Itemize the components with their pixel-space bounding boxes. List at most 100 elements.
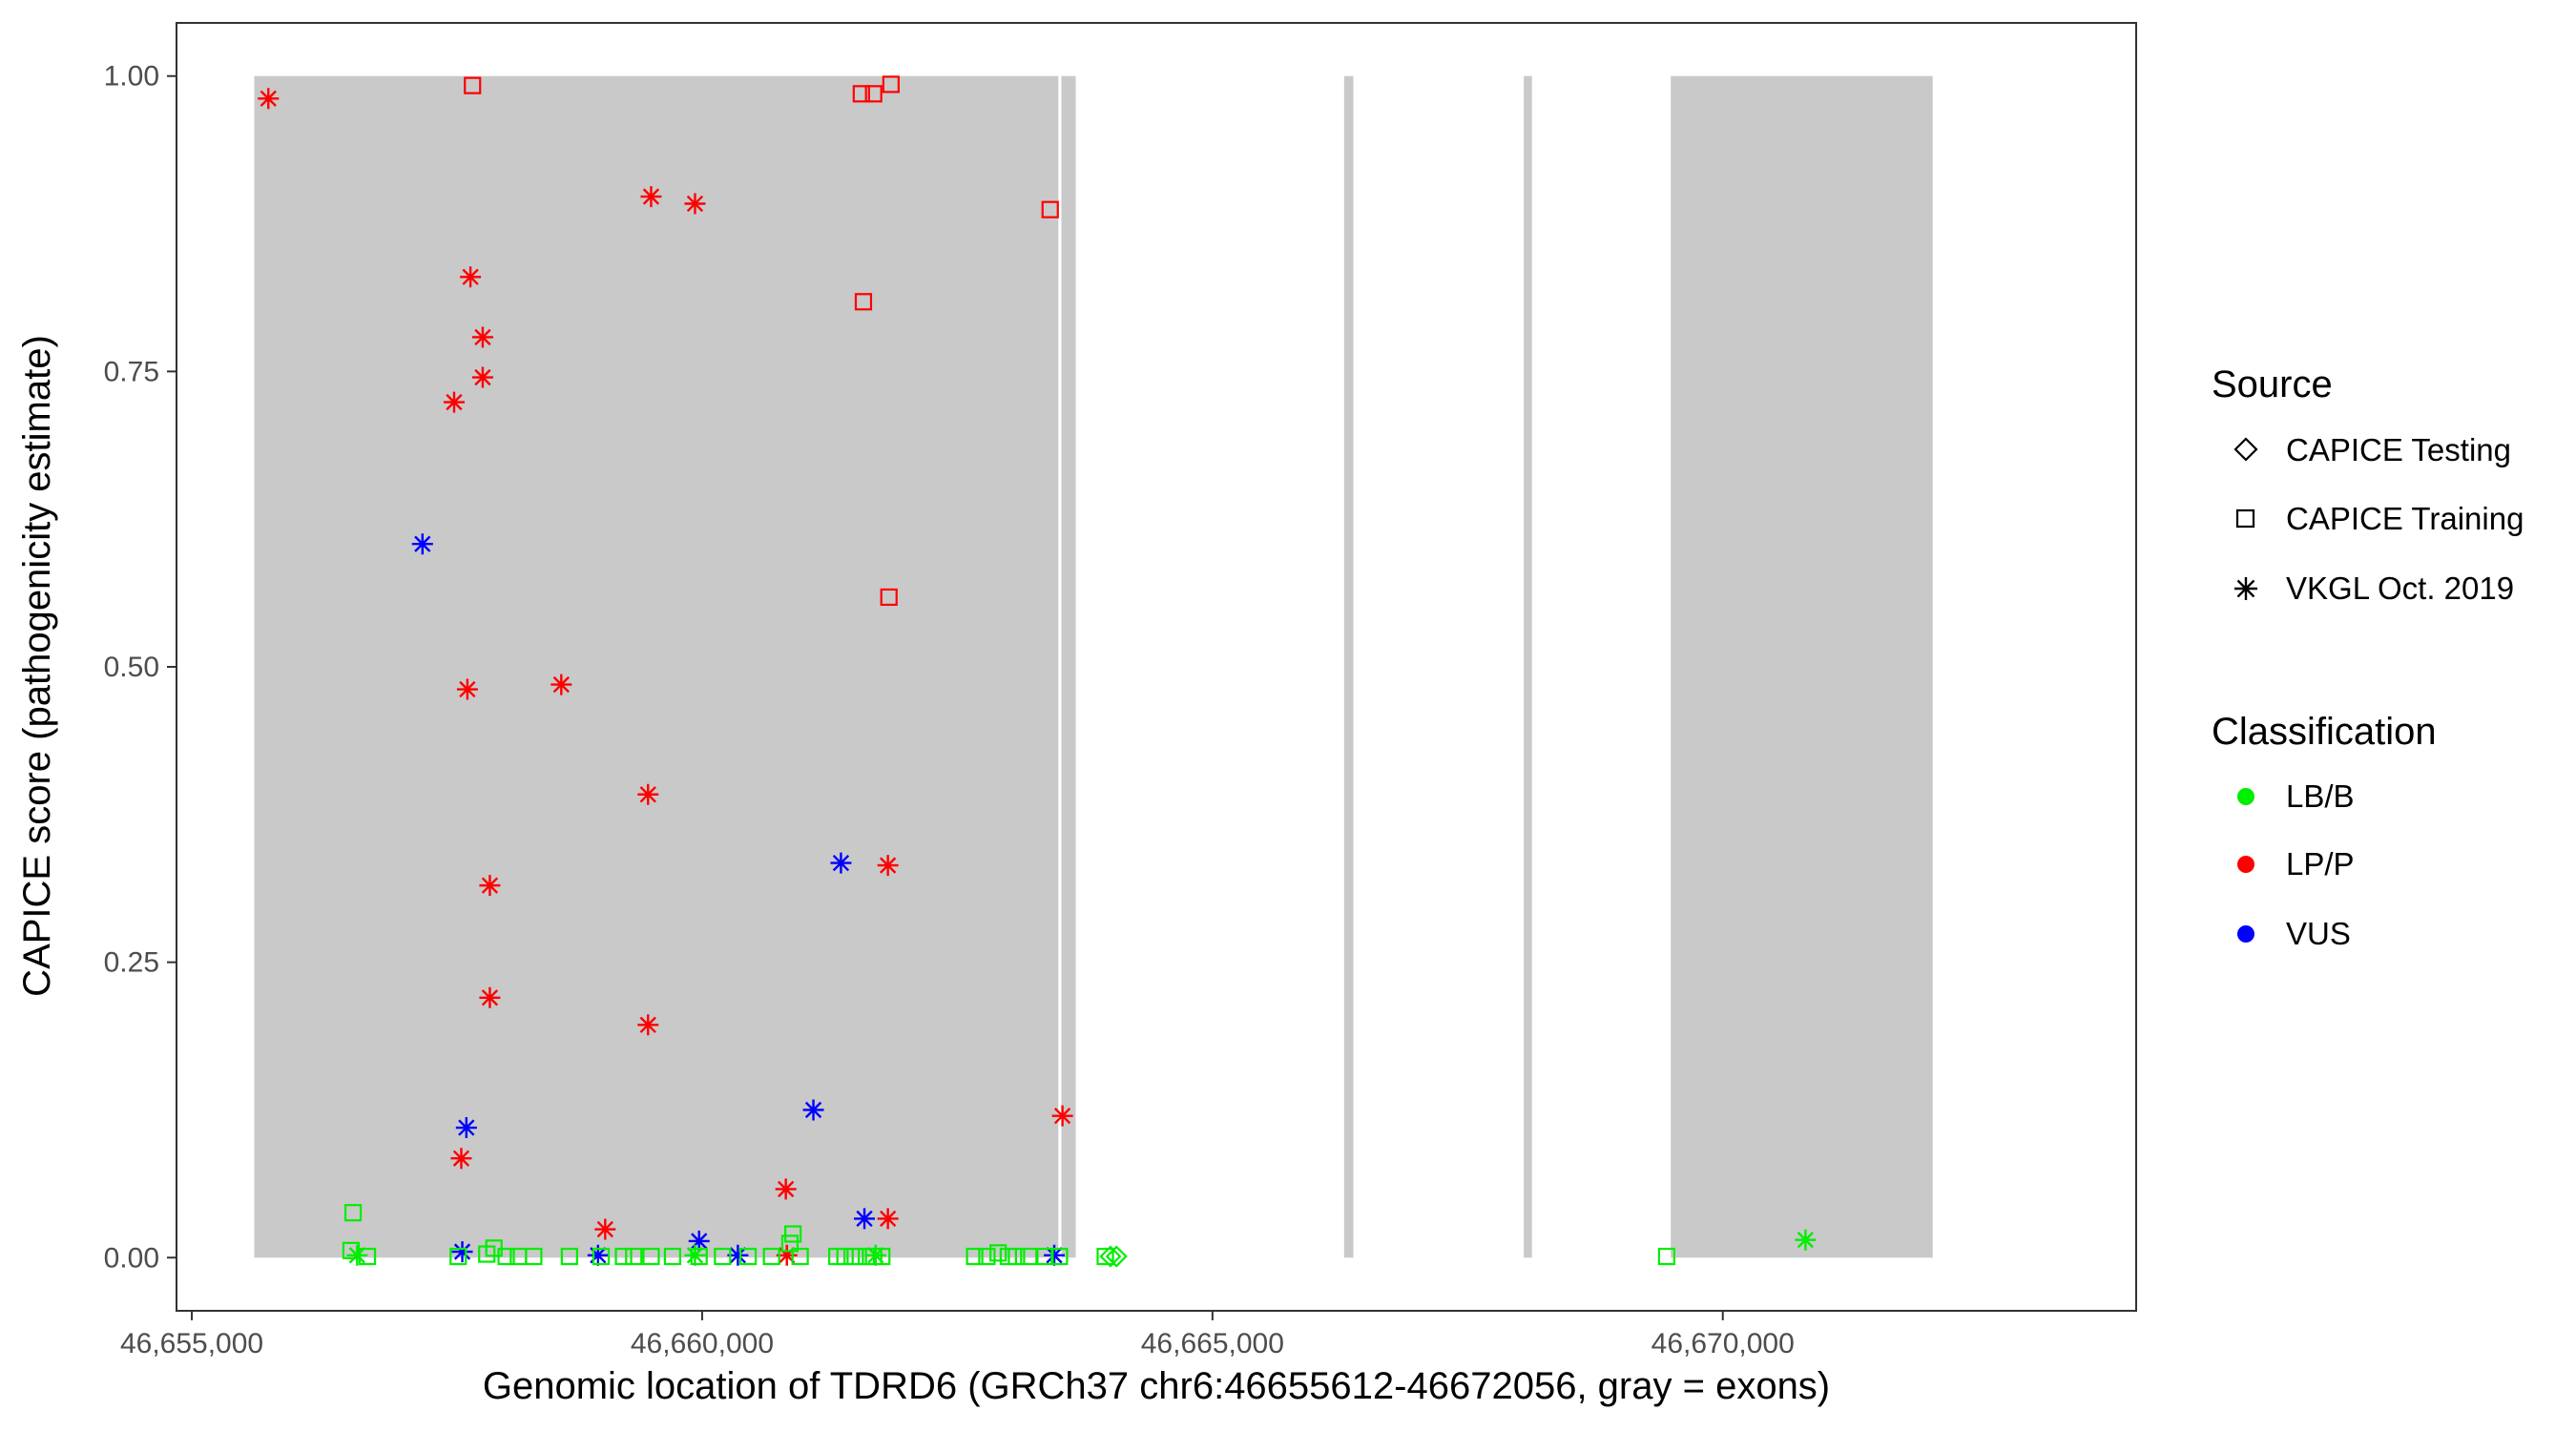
point-capice-training-lb-b (780, 1234, 800, 1253)
legend-diamond-icon (2233, 437, 2258, 462)
point-capice-testing-lb-b (1105, 1245, 1128, 1268)
y-tick-label: 0.50 (104, 652, 159, 683)
point-capice-training-lb-b (663, 1247, 682, 1266)
point-capice-training-lp-p (1041, 200, 1059, 218)
point-vkgl-oct-2019-lp-p (471, 326, 493, 348)
point-capice-training-lp-p (852, 85, 870, 103)
point-vkgl-oct-2019-lp-p (479, 875, 501, 897)
x-tick-label: 46,655,000 (120, 1328, 263, 1359)
point-capice-training-lb-b (497, 1247, 515, 1266)
legend: Source CAPICE Testing CAPICE Training VK… (2212, 363, 2524, 951)
legend-label-capice-testing: CAPICE Testing (2286, 432, 2511, 467)
legend-key-capice-testing: CAPICE Testing (2233, 432, 2511, 467)
point-capice-training-lb-b (966, 1247, 984, 1266)
exon-bands (254, 75, 1933, 1258)
point-capice-training-lb-b (836, 1247, 854, 1266)
point-vkgl-oct-2019-vus (854, 1208, 876, 1230)
point-vkgl-oct-2019-vus (727, 1244, 749, 1266)
point-capice-training-lb-b (1008, 1247, 1026, 1266)
point-capice-training-lb-b (1657, 1247, 1675, 1266)
point-capice-training-lb-b (978, 1247, 996, 1266)
point-capice-training-lb-b (1020, 1247, 1038, 1266)
point-vkgl-oct-2019-lp-p (637, 783, 659, 805)
legend-label-vkgl: VKGL Oct. 2019 (2286, 570, 2514, 606)
point-capice-training-lp-p (882, 75, 900, 93)
point-vkgl-oct-2019-lb-b (684, 1244, 706, 1266)
point-vkgl-oct-2019-lp-p (775, 1178, 797, 1200)
point-capice-training-lb-b (762, 1247, 780, 1266)
point-vkgl-oct-2019-lp-p (450, 1148, 472, 1170)
point-vkgl-oct-2019-vus (587, 1244, 609, 1266)
point-vkgl-oct-2019-lb-b (1795, 1229, 1817, 1251)
axes: 46,655,000 46,660,000 46,665,000 46,670,000… (104, 61, 1795, 1359)
legend-label-lbb: LB/B (2286, 778, 2355, 814)
legend-key-vkgl: VKGL Oct. 2019 (2234, 570, 2514, 606)
point-vkgl-oct-2019-lp-p (479, 986, 501, 1008)
y-tick-label: 0.00 (104, 1242, 159, 1274)
legend-key-lpp: LP/P (2237, 846, 2355, 881)
legend-label-lpp: LP/P (2286, 846, 2355, 881)
point-capice-training-lb-b (1050, 1247, 1069, 1266)
point-capice-testing-lb-b (1099, 1245, 1122, 1268)
point-vkgl-oct-2019-vus (802, 1099, 824, 1121)
point-capice-training-lb-b (625, 1247, 643, 1266)
legend-key-capice-training: CAPICE Training (2235, 501, 2524, 536)
y-tick-label: 0.75 (104, 356, 159, 387)
exon-band (1061, 75, 1076, 1258)
exon-band (254, 75, 1059, 1258)
point-capice-training-lb-b (560, 1247, 578, 1266)
point-vkgl-oct-2019-lp-p (877, 1208, 899, 1230)
point-vkgl-oct-2019-lp-p (1051, 1105, 1073, 1127)
point-capice-training-lb-b (714, 1247, 732, 1266)
point-capice-training-lb-b (614, 1247, 633, 1266)
x-tick-label: 46,665,000 (1141, 1328, 1284, 1359)
point-vkgl-oct-2019-lp-p (456, 678, 478, 700)
point-vkgl-oct-2019-lp-p (637, 1014, 659, 1036)
x-tick-label: 46,660,000 (631, 1328, 774, 1359)
point-capice-training-lb-b (525, 1247, 543, 1266)
point-vkgl-oct-2019-vus (411, 533, 433, 555)
exon-band (1524, 75, 1532, 1258)
point-vkgl-oct-2019-lp-p (776, 1244, 798, 1266)
point-capice-training-lb-b (342, 1241, 361, 1259)
legend-key-lbb: LB/B (2237, 778, 2355, 814)
x-axis-title: Genomic location of TDRD6 (GRCh37 chr6:4… (483, 1365, 1830, 1407)
point-capice-training-lb-b (358, 1247, 377, 1266)
y-axis-title: CAPICE score (pathogenicity estimate) (16, 335, 58, 997)
point-vkgl-oct-2019-lb-b (864, 1244, 886, 1266)
point-vkgl-oct-2019-lp-p (258, 88, 280, 110)
point-vkgl-oct-2019-vus (830, 852, 852, 874)
y-tick-label: 1.00 (104, 61, 159, 93)
point-vkgl-oct-2019-lp-p (640, 186, 662, 208)
point-capice-training-lb-b (592, 1247, 611, 1266)
point-capice-training-lp-p (854, 293, 873, 311)
exon-band (1343, 75, 1354, 1258)
legend-title-source: Source (2212, 363, 2333, 405)
point-capice-training-lp-p (464, 76, 482, 94)
point-vkgl-oct-2019-vus (455, 1117, 477, 1139)
legend-label-vus: VUS (2286, 916, 2351, 951)
legend-title-classification: Classification (2212, 711, 2437, 753)
legend-square-icon (2235, 508, 2255, 529)
point-vkgl-oct-2019-lp-p (594, 1218, 616, 1240)
point-vkgl-oct-2019-vus (688, 1230, 710, 1252)
point-capice-training-lb-b (989, 1244, 1008, 1262)
point-vkgl-oct-2019-lp-p (551, 674, 572, 695)
point-capice-training-lb-b (449, 1247, 467, 1266)
point-capice-training-lb-b (846, 1247, 864, 1266)
point-capice-training-lb-b (690, 1247, 708, 1266)
point-capice-training-lb-b (738, 1247, 758, 1266)
legend-label-capice-training: CAPICE Training (2286, 501, 2524, 536)
point-vkgl-oct-2019-lp-p (877, 855, 899, 877)
point-capice-training-lb-b (791, 1247, 809, 1266)
y-tick-label: 0.25 (104, 947, 159, 979)
point-vkgl-oct-2019-vus (451, 1241, 473, 1263)
legend-asterisk-icon (2234, 577, 2257, 600)
legend-key-vus: VUS (2237, 916, 2351, 951)
point-vkgl-oct-2019-lp-p (443, 391, 465, 413)
legend-green-dot-icon (2237, 788, 2254, 805)
point-capice-training-lb-b (873, 1247, 891, 1266)
point-capice-training-lp-p (880, 588, 898, 607)
point-capice-training-lb-b (1096, 1247, 1114, 1266)
